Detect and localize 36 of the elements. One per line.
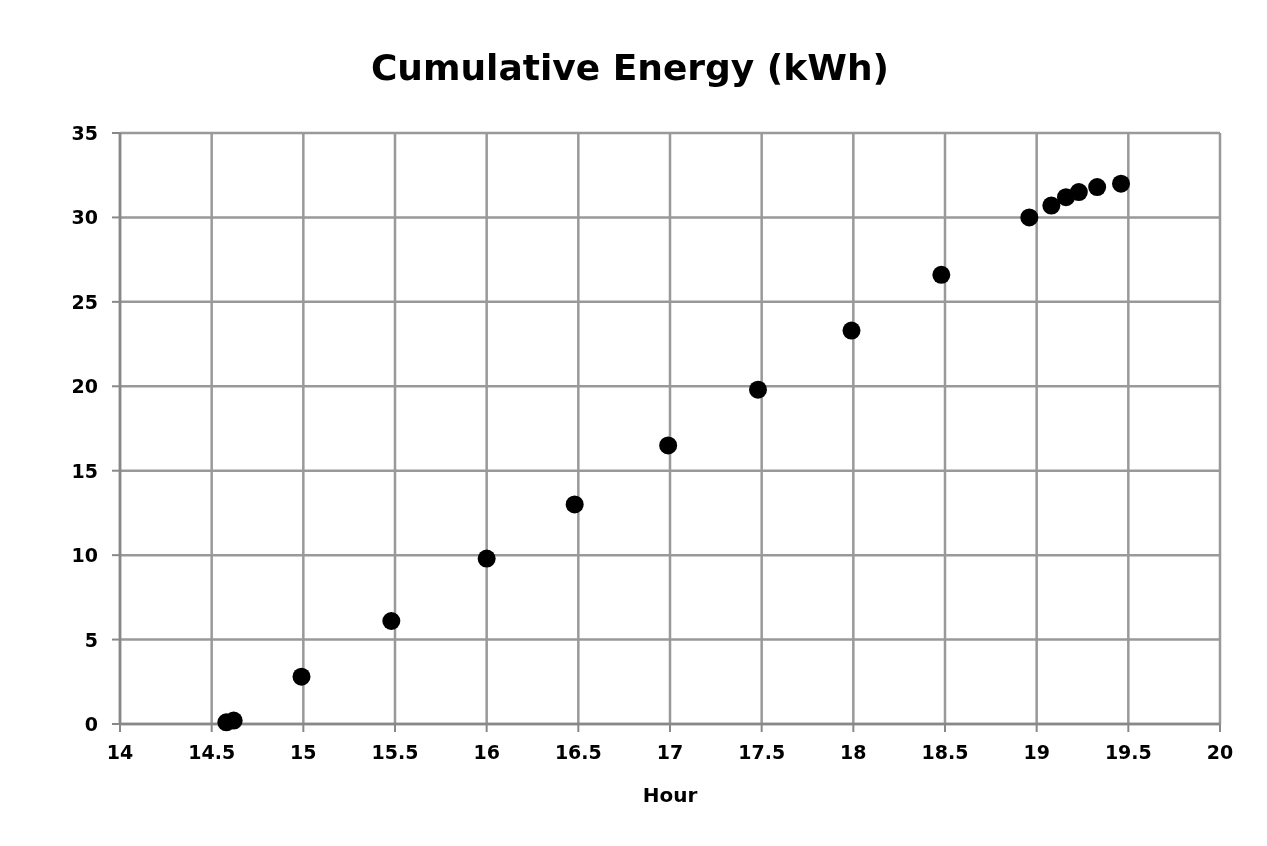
x-tick-label: 19.5 [1104, 741, 1152, 763]
point [292, 667, 311, 686]
x-tick-label: 15 [290, 741, 317, 763]
point [565, 495, 584, 514]
x-tick-label: 15.5 [371, 741, 419, 763]
x-tick-label: 17.5 [738, 741, 786, 763]
y-tick-label: 5 [84, 628, 98, 651]
y-tick-label: 0 [84, 713, 98, 735]
x-tick-label: 16 [473, 741, 500, 763]
x-tick-label: 18 [840, 741, 867, 763]
x-tick-label: 20 [1206, 741, 1234, 763]
y-tick-label: 30 [71, 206, 98, 229]
y-tick-label: 35 [71, 122, 98, 144]
point [842, 321, 861, 340]
point [932, 265, 951, 284]
x-tick-label: 16.5 [554, 741, 602, 763]
point [749, 380, 767, 399]
point [659, 436, 678, 455]
point [1088, 178, 1107, 197]
point [1020, 208, 1039, 227]
x-tick-label: 18.5 [921, 741, 969, 763]
y-tick-label: 20 [71, 375, 98, 398]
point [1112, 174, 1130, 193]
y-tick-label: 10 [71, 544, 98, 567]
point [1069, 183, 1088, 202]
x-axis-title: Hour [642, 783, 698, 807]
point [1042, 196, 1061, 215]
x-tick-label: 17 [656, 741, 684, 763]
point [382, 612, 401, 630]
chart-title: Cumulative Energy (kWh) [370, 47, 890, 88]
x-tick-label: 14.5 [188, 741, 236, 763]
x-tick-label: 19 [1023, 741, 1050, 763]
y-tick-label: 15 [71, 459, 98, 482]
x-tick-label: 14 [106, 741, 134, 763]
point [477, 549, 496, 568]
y-tick-label: 25 [71, 290, 98, 313]
